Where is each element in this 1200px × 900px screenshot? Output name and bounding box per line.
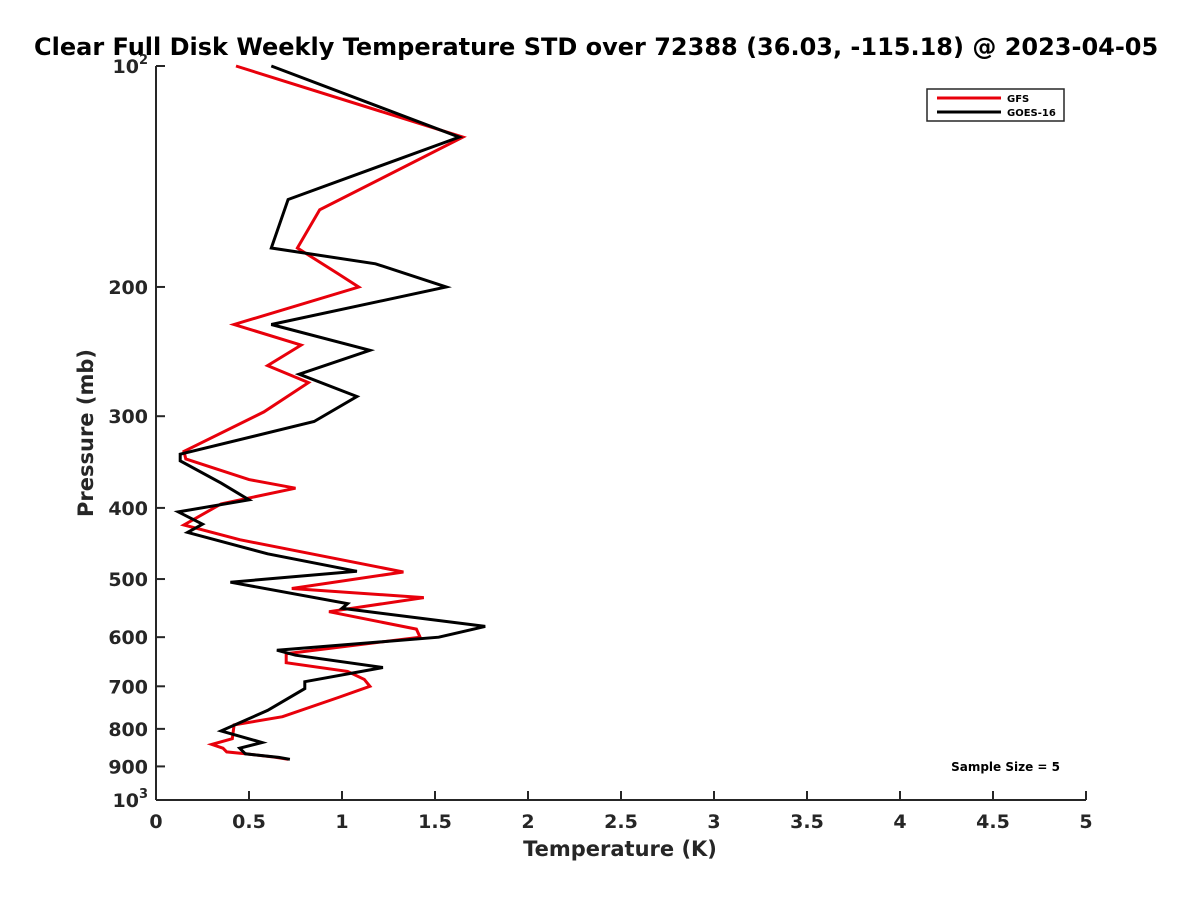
x-tick-label: 3.5 — [790, 811, 824, 833]
x-tick-label: 2.5 — [604, 811, 638, 833]
plot-area — [156, 66, 1086, 800]
y-tick-label: 103 — [113, 787, 149, 812]
y-tick-label: 900 — [108, 756, 148, 778]
y-tick-label: 600 — [108, 627, 148, 649]
x-tick-label: 0.5 — [232, 811, 266, 833]
legend-box — [926, 88, 1065, 122]
y-tick-label: 300 — [108, 406, 148, 428]
x-tick-label: 2 — [521, 811, 534, 833]
series-line-goes-16 — [173, 64, 486, 761]
y-tick-label: 700 — [108, 676, 148, 698]
axes-layer: 0 0.5 1 1.5 2 2.5 3 3.5 4 4.5 5 102 200 300 400 500 600 7… — [108, 53, 1092, 833]
sample-size-annotation: Sample Size = 5 — [951, 760, 1060, 774]
x-tick-label: 3 — [707, 811, 720, 833]
x-tick-label: 0 — [149, 811, 162, 833]
y-tick-label: 102 — [113, 53, 149, 78]
legend-label: GFS — [1007, 94, 1029, 105]
x-tick-label: 4 — [893, 811, 906, 833]
y-tick-label: 200 — [108, 277, 148, 299]
legend-label: GOES-16 — [1007, 108, 1056, 119]
chart-title: Clear Full Disk Weekly Temperature STD o… — [34, 33, 1158, 61]
x-tick-label: 5 — [1079, 811, 1092, 833]
y-tick-label: 800 — [108, 719, 148, 741]
y-axis-label: Pressure (mb) — [74, 349, 98, 517]
y-tick-label: 400 — [108, 498, 148, 520]
x-tick-label: 1 — [335, 811, 348, 833]
legend: GFS GOES-16 — [926, 88, 1065, 122]
x-tick-label: 1.5 — [418, 811, 452, 833]
x-tick-label: 4.5 — [976, 811, 1010, 833]
plot-background — [156, 66, 1086, 800]
x-axis-label: Temperature (K) — [523, 837, 717, 861]
y-tick-label: 500 — [108, 569, 148, 591]
series-layer — [173, 64, 486, 761]
